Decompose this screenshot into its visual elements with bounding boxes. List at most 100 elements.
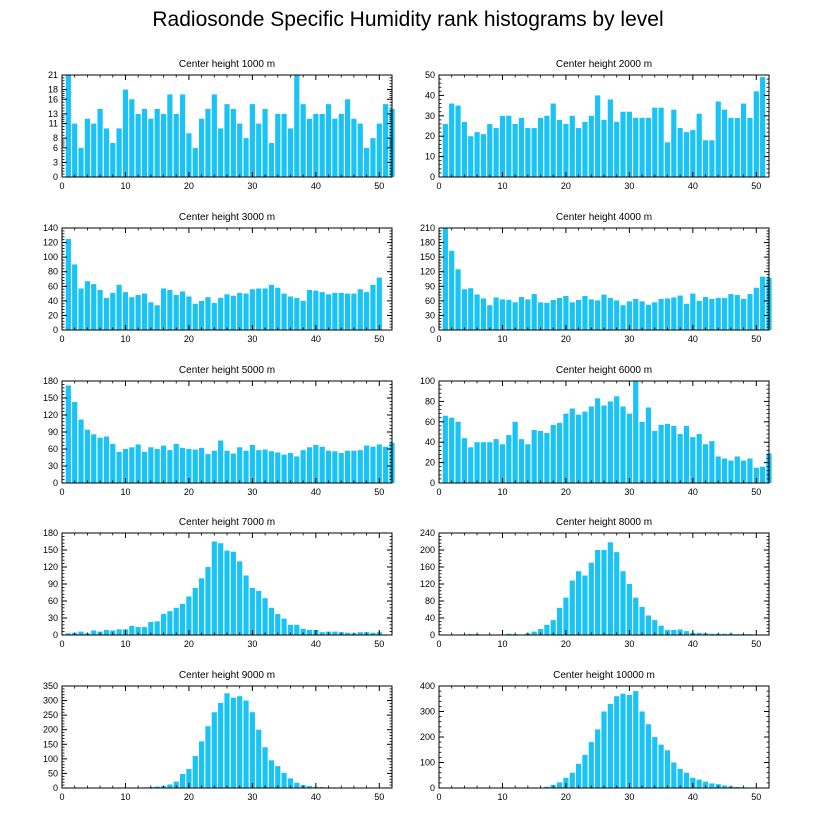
x-tick-label: 40 <box>688 792 698 802</box>
y-tick-label: 40 <box>425 90 435 100</box>
x-tick-label: 50 <box>374 792 384 802</box>
x-tick-label: 20 <box>561 487 571 497</box>
histogram-bar <box>715 297 721 330</box>
histogram-bar <box>721 109 728 177</box>
histogram-bar <box>91 284 97 330</box>
histogram-bar <box>658 298 664 330</box>
histogram-bar <box>306 447 313 483</box>
x-tick-label: 30 <box>624 639 634 649</box>
histogram-bar <box>595 550 601 635</box>
page-title: Radiosonde Specific Humidity rank histog… <box>152 8 664 31</box>
histogram-bar <box>671 762 677 788</box>
histogram-bar <box>639 421 645 483</box>
histogram-bar <box>72 264 78 330</box>
histogram-bar <box>620 111 626 177</box>
histogram-bar <box>588 115 594 177</box>
histogram-bar <box>620 305 626 330</box>
y-tick-label: 30 <box>425 111 435 121</box>
x-tick-label: 20 <box>184 487 194 497</box>
histogram-bar <box>696 632 702 636</box>
histogram-bar <box>664 750 671 788</box>
y-tick-label: 8 <box>53 133 58 143</box>
histogram-bar <box>160 113 167 177</box>
x-tick-label: 40 <box>688 487 698 497</box>
histogram-bar <box>620 693 626 788</box>
histogram-bar <box>332 451 338 483</box>
x-tick-label: 20 <box>184 181 194 191</box>
histogram-bar <box>243 450 249 483</box>
histogram-bar <box>715 456 721 483</box>
histogram-bar <box>338 292 344 330</box>
histogram-bar <box>550 299 556 330</box>
x-tick-label: 30 <box>624 487 634 497</box>
y-tick-label: 120 <box>420 267 435 277</box>
histogram-bar <box>135 627 141 635</box>
x-tick-label: 10 <box>497 792 507 802</box>
y-tick-label: 80 <box>48 267 58 277</box>
histogram-bar <box>506 435 512 483</box>
histogram-bar <box>294 624 300 635</box>
histogram-bar <box>313 113 319 177</box>
histogram-bar <box>262 449 268 483</box>
y-tick-label: 60 <box>48 444 58 454</box>
histogram-panel-6: Center height 6000 m 0 10 20 30 40 50 0 20 40 60 80… <box>420 365 772 497</box>
panel-title: Center height 10000 m <box>553 670 655 681</box>
histogram-bar <box>569 772 575 788</box>
histogram-bar <box>167 94 173 177</box>
histogram-bar <box>306 289 313 330</box>
histogram-panel-8: Center height 8000 m 0 10 20 30 40 50 0 40 80 120 1… <box>420 517 770 649</box>
histogram-bar <box>753 91 759 177</box>
histogram-bar <box>576 128 582 177</box>
histogram-bar <box>243 575 249 635</box>
y-tick-label: 0 <box>53 478 58 488</box>
histogram-bar <box>205 567 211 635</box>
histogram-panel-5: Center height 5000 m 0 10 20 30 40 50 0 30 60 90 12… <box>43 365 395 497</box>
histogram-bar <box>696 434 702 483</box>
histogram-bar <box>344 632 351 635</box>
histogram-bar <box>249 104 255 177</box>
histogram-bar <box>199 300 205 330</box>
histogram-bar <box>474 442 480 483</box>
y-tick-label: 6 <box>53 143 58 153</box>
histogram-bar <box>493 439 499 483</box>
histogram-bar <box>753 467 759 483</box>
histogram-bar <box>512 421 518 483</box>
histogram-bar <box>576 299 582 330</box>
histogram-bar <box>351 118 357 177</box>
histogram-bar <box>525 128 531 177</box>
histogram-bar <box>544 302 550 330</box>
histogram-bar <box>455 269 461 330</box>
histogram-bar <box>179 291 186 330</box>
x-tick-label: 0 <box>436 639 441 649</box>
histogram-bar <box>645 615 652 635</box>
histogram-bar <box>512 302 518 330</box>
histogram-bar <box>741 460 747 483</box>
y-tick-label: 30 <box>48 461 58 471</box>
x-tick-label: 40 <box>688 334 698 344</box>
histogram-bar <box>658 744 664 788</box>
histogram-bar <box>506 299 512 330</box>
histogram-bar <box>518 117 525 177</box>
histogram-bar <box>294 75 300 177</box>
histogram-bar <box>449 103 455 177</box>
histogram-bar <box>160 614 167 635</box>
histogram-bar <box>455 105 461 177</box>
histogram-bar <box>218 297 224 330</box>
histogram-bar <box>734 456 740 483</box>
histogram-bar <box>683 772 690 788</box>
histogram-bar <box>601 405 607 483</box>
histogram-bar <box>154 786 160 788</box>
histogram-bar <box>256 729 262 788</box>
histogram-bar <box>607 99 613 177</box>
histogram-bar <box>709 783 715 788</box>
histogram-bar <box>677 629 683 635</box>
histogram-panel-10: Center height 10000 m 0 10 20 30 40 50 0 100 200 3… <box>420 670 770 802</box>
histogram-bar <box>179 774 186 788</box>
histogram-bar <box>645 117 652 177</box>
histogram-bar <box>224 450 230 483</box>
histogram-bar <box>211 450 217 483</box>
y-tick-label: 0 <box>430 172 435 182</box>
histogram-bar <box>370 632 376 635</box>
panel-title: Center height 2000 m <box>556 59 652 70</box>
histogram-bar <box>563 123 569 177</box>
